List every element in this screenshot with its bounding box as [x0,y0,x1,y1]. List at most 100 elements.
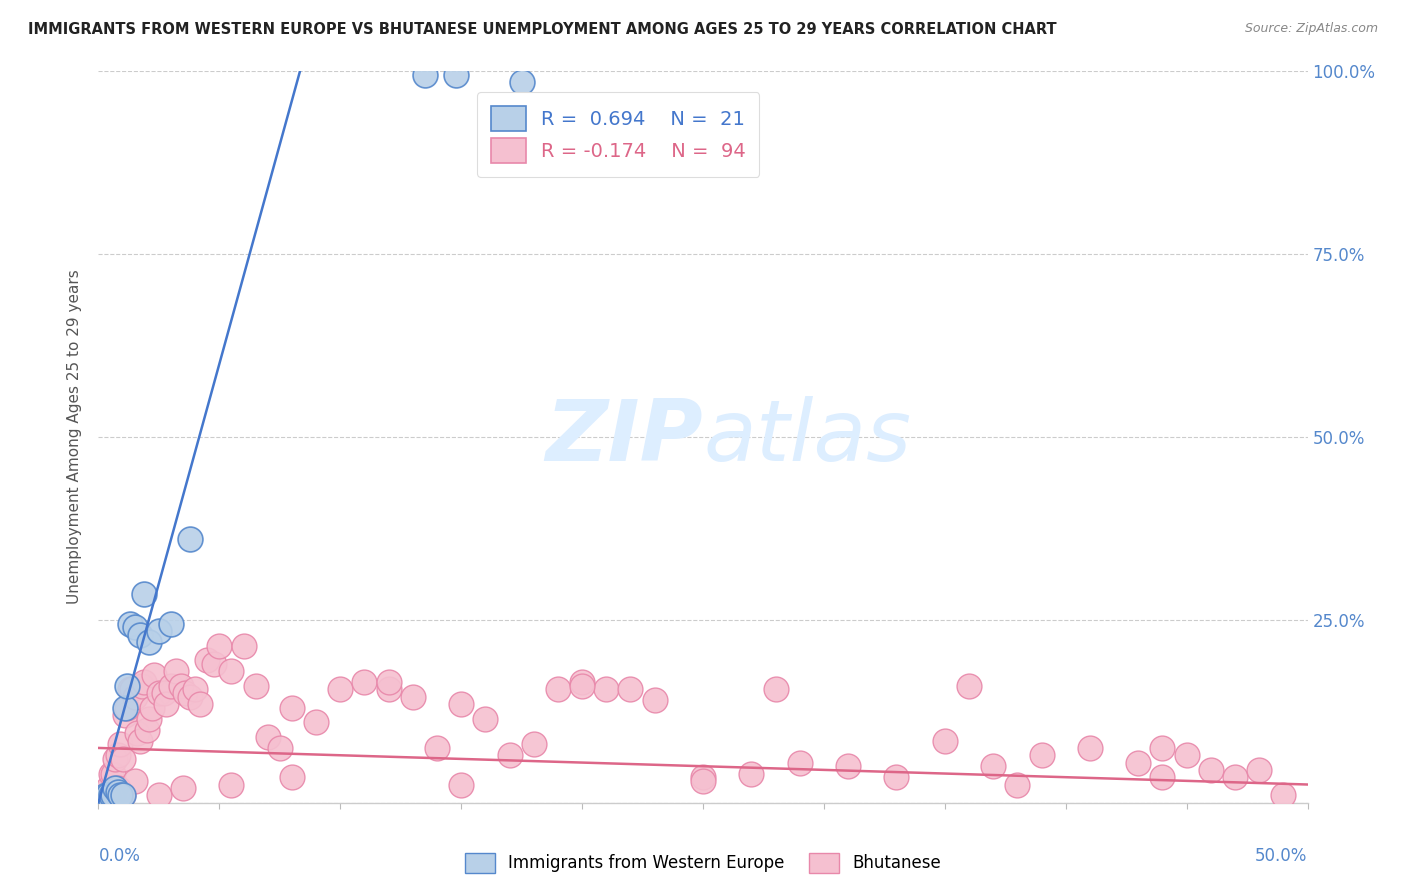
Point [446,68,468,82]
Point [1272,789,1295,803]
Point [571,679,593,693]
Point [104,789,127,803]
Text: Source: ZipAtlas.com: Source: ZipAtlas.com [1244,22,1378,36]
Point [108,789,131,803]
Point [134,675,156,690]
Point [1031,748,1053,763]
Point [124,620,146,634]
Point [127,726,149,740]
Point [128,733,150,747]
Point [281,700,304,714]
Point [128,627,150,641]
Point [450,697,472,711]
Text: ZIP: ZIP [546,395,703,479]
Point [204,657,226,671]
Point [100,789,122,803]
Point [124,773,146,788]
Point [114,700,136,714]
Point [174,686,197,700]
Point [111,789,134,803]
Point [148,624,170,638]
Point [595,682,617,697]
Point [1152,740,1174,755]
Point [134,587,156,601]
Point [837,759,859,773]
Point [121,682,143,697]
Point [143,667,166,681]
Point [97,789,120,803]
Text: IMMIGRANTS FROM WESTERN EUROPE VS BHUTANESE UNEMPLOYMENT AMONG AGES 25 TO 29 YEA: IMMIGRANTS FROM WESTERN EUROPE VS BHUTAN… [28,22,1057,37]
Point [353,675,375,690]
Point [107,789,129,803]
Point [107,785,129,799]
Point [141,700,163,714]
Point [179,533,201,547]
Point [886,770,908,784]
Point [155,697,177,711]
Point [377,675,399,690]
Point [934,733,956,747]
Point [402,690,425,704]
Point [498,748,520,763]
Point [165,664,187,678]
Point [1078,740,1101,755]
Point [108,737,131,751]
Point [232,639,254,653]
Point [474,712,496,726]
Point [1249,763,1271,777]
Text: atlas: atlas [703,395,911,479]
Point [426,740,449,755]
Point [619,682,641,697]
Legend: R =  0.694    N =  21, R = -0.174    N =  94: R = 0.694 N = 21, R = -0.174 N = 94 [477,92,759,177]
Point [208,639,231,653]
Point [160,616,183,631]
Point [547,682,569,697]
Point [256,730,278,744]
Text: 50.0%: 50.0% [1256,847,1308,864]
Point [97,792,120,806]
Point [169,679,191,693]
Point [107,748,129,763]
Point [305,715,328,730]
Point [269,740,291,755]
Point [118,616,141,631]
Point [510,75,533,89]
Point [138,712,160,726]
Point [221,664,243,678]
Point [117,700,139,714]
Point [97,781,120,796]
Point [100,789,122,803]
Point [329,682,352,697]
Point [188,697,211,711]
Point [1223,770,1246,784]
Point [1152,770,1174,784]
Point [195,653,218,667]
Point [644,693,666,707]
Point [135,723,157,737]
Point [1175,748,1198,763]
Point [281,770,304,784]
Point [789,756,811,770]
Point [957,679,980,693]
Point [101,766,124,780]
Point [131,679,153,693]
Point [124,690,146,704]
Point [118,682,141,697]
Point [740,766,762,780]
Point [117,679,139,693]
Point [160,679,183,693]
Point [413,68,436,82]
Point [107,781,129,796]
Point [111,752,134,766]
Point [1199,763,1222,777]
Point [184,682,207,697]
Point [221,778,243,792]
Point [523,737,546,751]
Point [377,682,399,697]
Point [245,679,267,693]
Point [100,766,122,780]
Point [692,770,714,784]
Legend: Immigrants from Western Europe, Bhutanese: Immigrants from Western Europe, Bhutanes… [458,847,948,880]
Point [91,789,114,803]
Point [172,781,194,796]
